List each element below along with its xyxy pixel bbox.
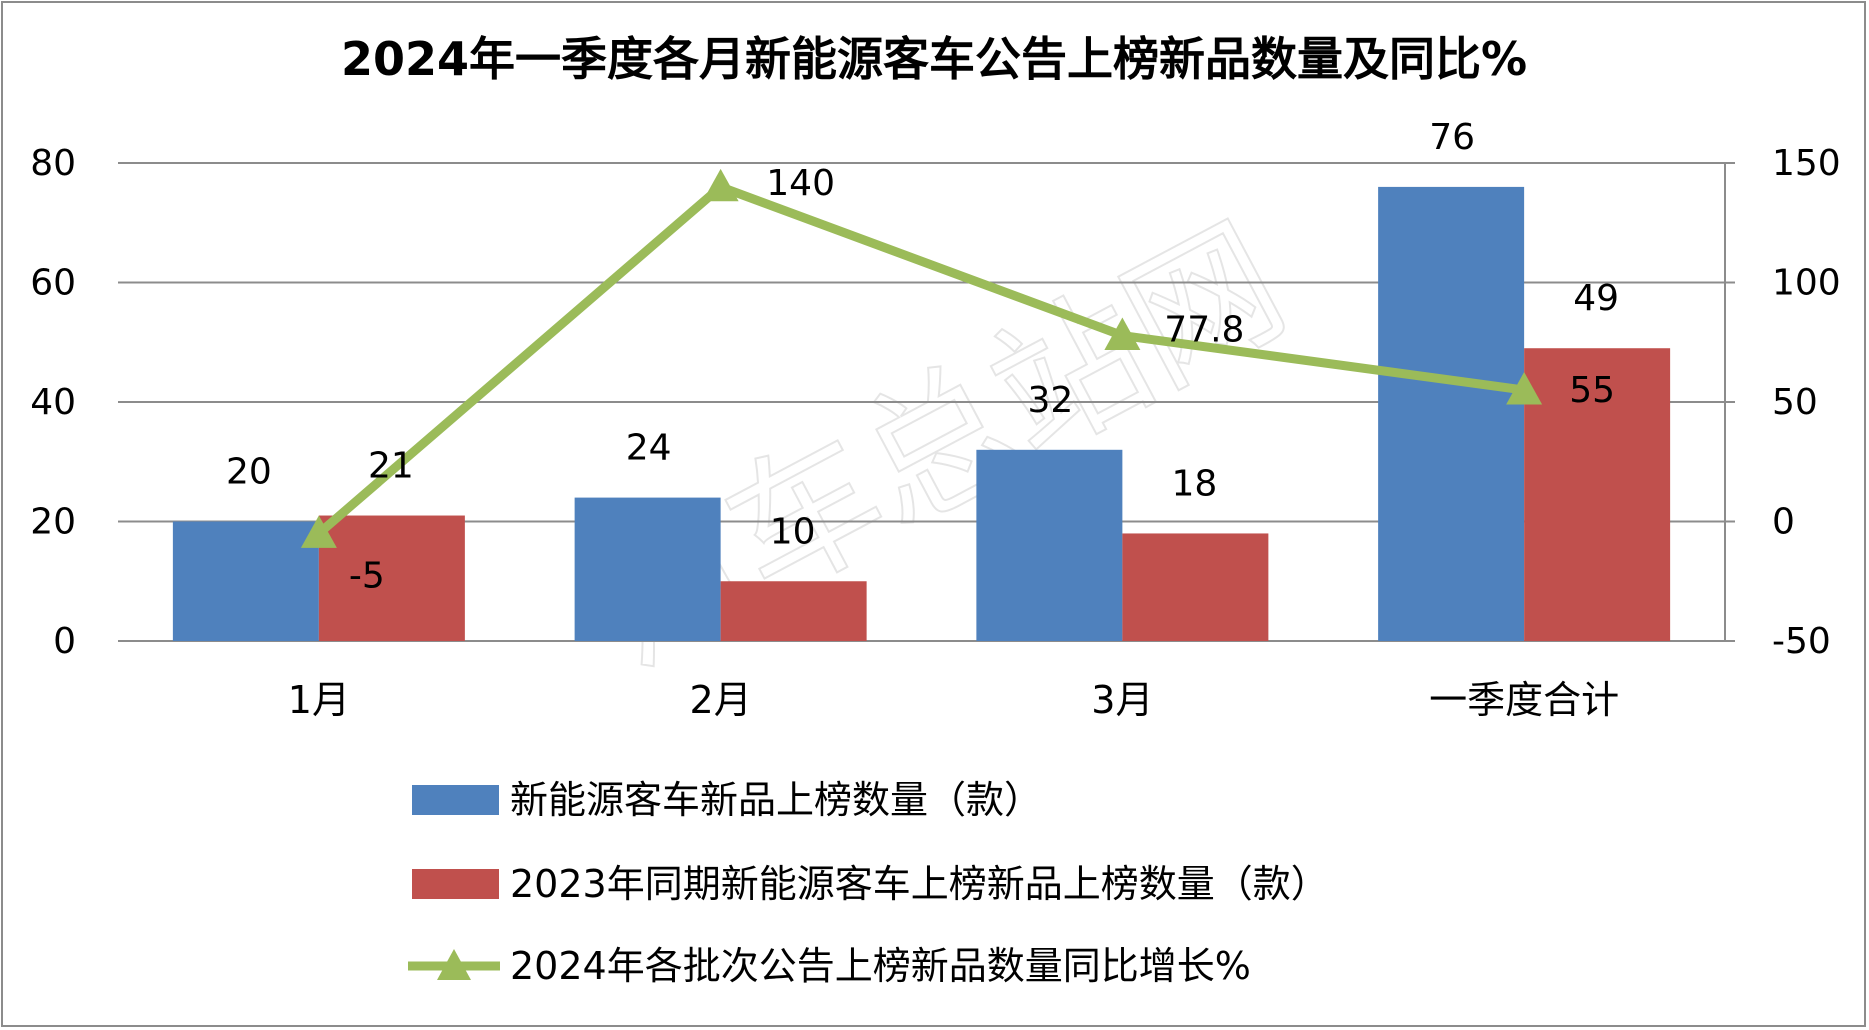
bar-2024 <box>1378 186 1525 641</box>
category-label: 一季度合计 <box>1429 678 1619 722</box>
legend-swatch-2023 <box>412 869 499 899</box>
right-tick-label: 100 <box>1772 263 1841 304</box>
category-label: 1月 <box>288 678 350 722</box>
right-tick-label: 150 <box>1772 143 1841 184</box>
data-label-growth: 140 <box>766 163 835 204</box>
legend-label: 2023年同期新能源客车上榜新品上榜数量（款） <box>510 862 1329 906</box>
data-label-2023: 18 <box>1171 463 1217 504</box>
legend-triangle-icon <box>437 949 471 980</box>
left-y-axis: 0 20 40 60 80 <box>30 143 76 662</box>
bar-2024 <box>574 497 721 641</box>
growth-line <box>315 182 1525 537</box>
data-label-2023: 21 <box>368 446 414 487</box>
right-y-axis: -50 0 50 100 150 <box>1724 143 1841 662</box>
legend-item: 2024年各批次公告上榜新品数量同比增长% <box>408 944 1251 988</box>
growth-marker <box>300 515 337 548</box>
x-axis-categories: 1月 2月 3月 一季度合计 <box>288 678 1619 722</box>
line-series <box>300 168 1543 548</box>
bar-2023 <box>1122 533 1269 641</box>
data-label-2023: 10 <box>770 511 816 552</box>
bar-2024 <box>976 449 1123 641</box>
growth-marker <box>1506 372 1543 405</box>
data-label-2024: 76 <box>1429 117 1475 158</box>
data-label-2023: 49 <box>1573 278 1619 319</box>
data-label-growth: 77.8 <box>1164 310 1244 351</box>
legend-item: 2023年同期新能源客车上榜新品上榜数量（款） <box>412 862 1329 906</box>
left-tick-label: 40 <box>30 382 76 423</box>
data-label-growth: -5 <box>349 555 385 596</box>
right-tick-label: -50 <box>1772 621 1831 662</box>
legend-item: 新能源客车新品上榜数量（款） <box>412 778 1042 822</box>
right-tick-label: 50 <box>1772 382 1818 423</box>
data-label-2024: 20 <box>226 452 272 493</box>
legend-label: 2024年各批次公告上榜新品数量同比增长% <box>510 944 1251 988</box>
data-label-growth: 55 <box>1569 370 1615 411</box>
bar-series <box>172 186 1671 641</box>
legend: 新能源客车新品上榜数量（款） 2023年同期新能源客车上榜新品上榜数量（款） 202… <box>408 778 1329 988</box>
left-tick-label: 80 <box>30 143 76 184</box>
chart-title: 2024年一季度各月新能源客车公告上榜新品数量及同比% <box>341 32 1527 86</box>
bar-2023 <box>1524 348 1671 641</box>
data-label-2024: 32 <box>1027 380 1073 421</box>
legend-label: 新能源客车新品上榜数量（款） <box>510 778 1042 822</box>
growth-marker <box>1104 317 1141 350</box>
bar-2023 <box>318 515 465 641</box>
category-label: 2月 <box>690 678 752 722</box>
bar-2024 <box>172 521 319 641</box>
right-tick-label: 0 <box>1772 502 1795 543</box>
data-label-2024: 24 <box>626 428 672 469</box>
growth-marker <box>702 168 739 202</box>
legend-swatch-2024 <box>412 785 499 815</box>
category-label: 3月 <box>1091 678 1153 722</box>
data-labels: 20 21 24 10 32 18 76 49 -5 140 77.8 55 <box>226 117 1619 597</box>
left-tick-label: 0 <box>53 621 76 662</box>
left-tick-label: 20 <box>30 502 76 543</box>
bar-2023 <box>720 581 867 641</box>
left-tick-label: 60 <box>30 263 76 304</box>
